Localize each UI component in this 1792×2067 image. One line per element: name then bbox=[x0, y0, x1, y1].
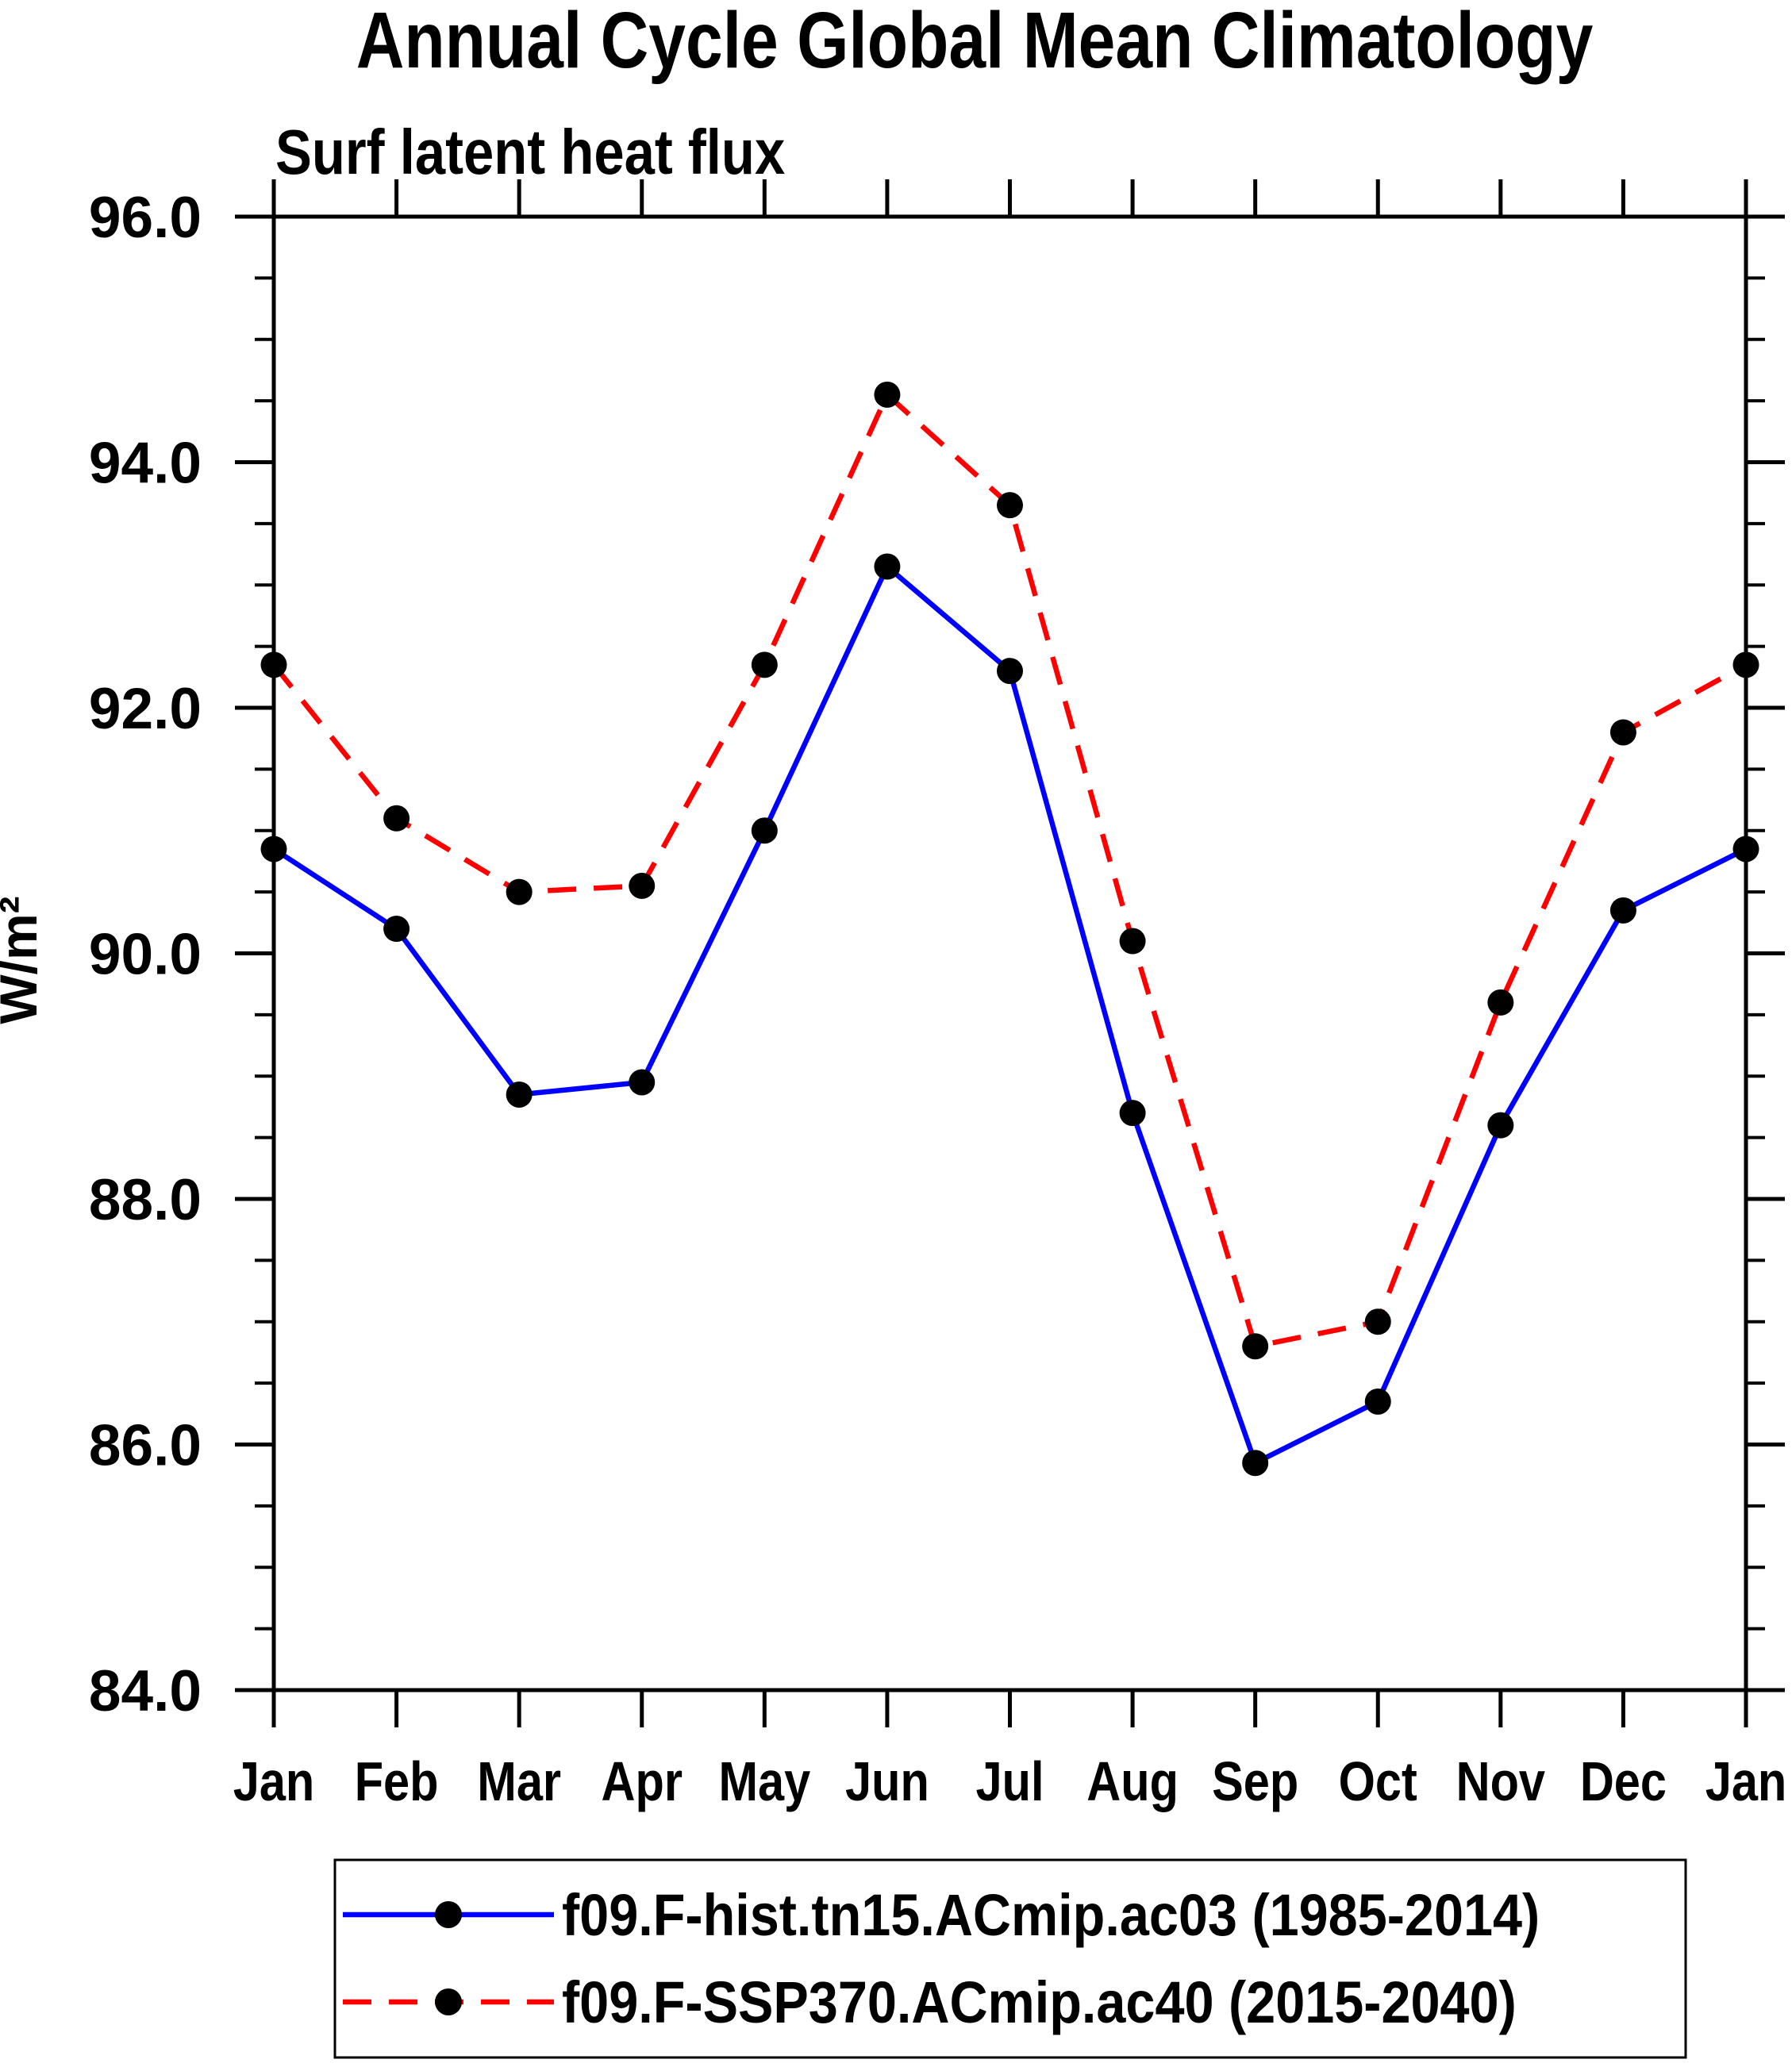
data-point-marker bbox=[260, 651, 287, 678]
y-tick-label: 86.0 bbox=[89, 1414, 202, 1478]
y-tick-label: 92.0 bbox=[89, 677, 202, 741]
data-point-marker bbox=[629, 1069, 656, 1096]
chart-subtitle: Surf latent heat flux bbox=[275, 116, 785, 187]
legend-sample-marker bbox=[435, 1988, 462, 2015]
y-axis-label: W/m² bbox=[0, 896, 48, 1024]
x-tick-label: Sep bbox=[1212, 1750, 1298, 1812]
data-point-marker bbox=[506, 878, 533, 905]
y-tick-label: 90.0 bbox=[89, 923, 202, 987]
data-point-marker bbox=[383, 805, 410, 832]
x-axis-ticks bbox=[271, 179, 1748, 1727]
y-axis-tick-labels: 84.0 86.0 88.0 90.0 92.0 94.0 96.0 bbox=[89, 186, 202, 1723]
plot-frame bbox=[271, 214, 1748, 1692]
data-point-marker bbox=[751, 651, 778, 678]
data-point-marker bbox=[1732, 836, 1759, 863]
y-axis-ticks bbox=[235, 214, 1785, 1692]
legend-sample-marker bbox=[435, 1901, 462, 1928]
data-point-marker bbox=[383, 916, 410, 943]
legend-box bbox=[333, 1858, 1687, 2059]
data-point-marker bbox=[1119, 1100, 1146, 1127]
data-point-marker bbox=[874, 553, 901, 580]
y-tick-label: 94.0 bbox=[89, 432, 202, 496]
x-tick-label: Jul bbox=[976, 1750, 1044, 1812]
data-point-marker bbox=[1242, 1333, 1269, 1360]
x-tick-label: Mar bbox=[477, 1750, 561, 1812]
data-point-marker bbox=[1119, 928, 1146, 955]
data-point-marker bbox=[1609, 719, 1636, 746]
data-point-marker bbox=[751, 817, 778, 844]
series-lines bbox=[271, 390, 1748, 1467]
x-tick-label: Jun bbox=[845, 1750, 929, 1812]
x-tick-label: Aug bbox=[1086, 1750, 1179, 1812]
y-tick-label: 96.0 bbox=[89, 186, 202, 250]
x-tick-label: Jan bbox=[1705, 1750, 1787, 1812]
data-point-marker bbox=[1487, 1112, 1514, 1139]
chart-title: Annual Cycle Global Mean Climatology bbox=[356, 0, 1594, 85]
x-tick-label: May bbox=[718, 1750, 810, 1812]
data-point-marker bbox=[1487, 989, 1514, 1016]
x-tick-label: Feb bbox=[355, 1750, 439, 1812]
x-tick-label: Nov bbox=[1456, 1750, 1545, 1812]
data-point-marker bbox=[1732, 651, 1759, 678]
series-markers bbox=[260, 381, 1759, 1477]
data-point-marker bbox=[1364, 1308, 1391, 1335]
data-point-marker bbox=[1609, 897, 1636, 924]
data-point-marker bbox=[997, 658, 1023, 685]
series-line bbox=[272, 562, 1748, 1467]
x-tick-label: Dec bbox=[1580, 1750, 1667, 1812]
x-tick-label: Oct bbox=[1339, 1750, 1417, 1812]
x-tick-label: Apr bbox=[602, 1750, 683, 1812]
series-line bbox=[271, 390, 1748, 1350]
data-point-marker bbox=[260, 836, 287, 863]
legend-label-hist: f09.F-hist.tn15.ACmip.ac03 (1985-2014) bbox=[562, 1882, 1540, 1948]
legend-sample-lines bbox=[343, 1901, 554, 2015]
data-point-marker bbox=[506, 1081, 533, 1108]
data-point-marker bbox=[874, 381, 901, 408]
legend-label-ssp370: f09.F-SSP370.ACmip.ac40 (2015-2040) bbox=[562, 1969, 1517, 2035]
legend: f09.F-hist.tn15.ACmip.ac03 (1985-2014) f… bbox=[333, 1858, 1687, 2059]
data-point-marker bbox=[1364, 1388, 1391, 1415]
data-point-marker bbox=[629, 872, 656, 899]
data-point-marker bbox=[997, 492, 1023, 519]
y-tick-label: 88.0 bbox=[89, 1168, 202, 1232]
data-point-marker bbox=[1242, 1450, 1269, 1477]
x-axis-month-labels: Jan Feb Mar Apr May Jun Jul Aug Sep Oct Nov Dec Jan bbox=[233, 1750, 1787, 1812]
y-tick-label: 84.0 bbox=[89, 1659, 202, 1723]
x-tick-label: Jan bbox=[233, 1750, 315, 1812]
